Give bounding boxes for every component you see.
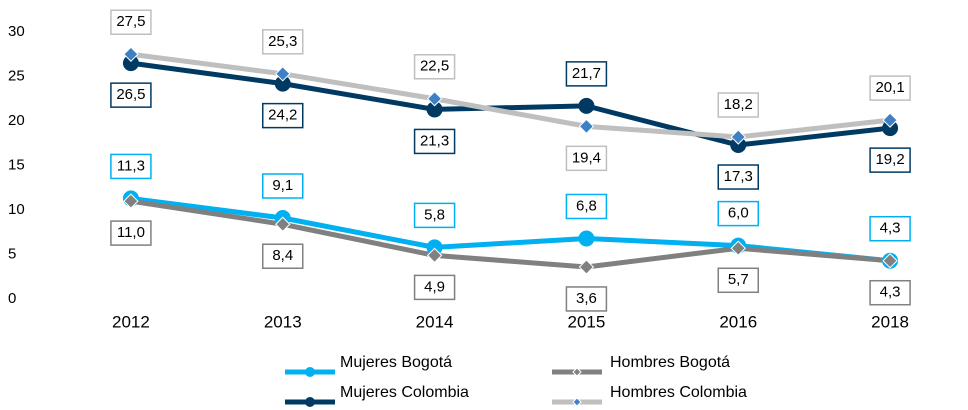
data-label: 17,3 bbox=[724, 168, 753, 185]
data-label: 4,3 bbox=[880, 284, 901, 301]
label-box bbox=[110, 82, 152, 108]
data-label: 8,4 bbox=[272, 247, 293, 264]
data-label: 3,6 bbox=[576, 290, 597, 307]
series bbox=[130, 198, 891, 270]
y-tick-label: 0 bbox=[8, 290, 16, 307]
label-box bbox=[717, 164, 759, 190]
marker bbox=[730, 240, 746, 256]
data-label: 5,8 bbox=[424, 206, 445, 223]
data-label: 19,4 bbox=[572, 149, 601, 166]
legend-label: Mujeres Colombia bbox=[340, 384, 469, 401]
marker bbox=[122, 55, 139, 72]
label-box bbox=[262, 102, 304, 129]
y-tick-label: 5 bbox=[8, 245, 16, 262]
series bbox=[130, 51, 891, 140]
marker bbox=[426, 101, 443, 118]
label-box bbox=[717, 92, 759, 118]
line bbox=[130, 60, 891, 148]
y-tick-label: 25 bbox=[8, 67, 25, 84]
data-label: 21,7 bbox=[572, 65, 601, 82]
data-label: 6,8 bbox=[576, 197, 597, 214]
data-label: 11,3 bbox=[117, 157, 145, 174]
marker bbox=[426, 247, 443, 264]
data-label: 5,7 bbox=[728, 271, 749, 288]
marker bbox=[274, 75, 291, 92]
legend-label: Hombres Colombia bbox=[610, 384, 747, 401]
data-label: 26,5 bbox=[116, 86, 145, 103]
marker bbox=[578, 259, 595, 275]
data-label: 21,3 bbox=[420, 132, 449, 149]
label-box bbox=[565, 286, 608, 312]
label-box bbox=[413, 54, 456, 80]
x-tick-label: 2012 bbox=[112, 312, 150, 331]
data-label: 9,1 bbox=[272, 177, 293, 194]
legend-marker bbox=[305, 397, 315, 407]
legend-marker bbox=[305, 367, 315, 377]
marker bbox=[882, 120, 899, 137]
marker bbox=[123, 193, 139, 209]
x-tick-label: 2013 bbox=[264, 312, 302, 331]
legend-marker bbox=[572, 367, 582, 377]
label-box bbox=[565, 193, 608, 220]
label-box bbox=[262, 29, 304, 55]
data-label: 25,3 bbox=[268, 33, 297, 50]
marker bbox=[882, 112, 898, 128]
data-label: 22,5 bbox=[420, 58, 449, 75]
data-label: 4,9 bbox=[424, 278, 445, 295]
data-label: 18,2 bbox=[724, 96, 753, 113]
legend-label: Hombres Bogotá bbox=[610, 354, 730, 371]
marker bbox=[275, 216, 291, 232]
marker bbox=[275, 66, 291, 82]
data-label: 20,1 bbox=[875, 79, 904, 96]
label-box bbox=[110, 9, 152, 35]
label-box bbox=[869, 215, 911, 242]
marker bbox=[882, 253, 898, 269]
x-tick-label: 2018 bbox=[871, 312, 909, 331]
y-tick-label: 30 bbox=[8, 23, 25, 40]
data-label: 4,3 bbox=[880, 220, 901, 237]
x-tick-label: 2014 bbox=[416, 312, 454, 331]
label-box bbox=[565, 145, 608, 172]
y-tick-label: 15 bbox=[8, 156, 25, 173]
line bbox=[130, 198, 891, 270]
x-tick-label: 2016 bbox=[719, 312, 757, 331]
marker bbox=[578, 230, 595, 247]
series bbox=[130, 60, 891, 148]
label-box bbox=[565, 61, 608, 87]
label-box bbox=[110, 153, 152, 180]
label-box bbox=[869, 75, 911, 101]
marker bbox=[578, 118, 595, 135]
data-label: 24,2 bbox=[268, 107, 297, 124]
line bbox=[130, 51, 891, 140]
label-box bbox=[717, 200, 759, 227]
marker bbox=[578, 97, 595, 114]
marker bbox=[730, 137, 747, 154]
label-box bbox=[869, 279, 911, 306]
label-box bbox=[717, 267, 759, 294]
marker bbox=[426, 239, 443, 256]
label-box bbox=[262, 243, 304, 269]
data-label: 19,2 bbox=[875, 151, 904, 168]
marker bbox=[123, 46, 139, 62]
data-label: 27,5 bbox=[116, 13, 145, 30]
marker bbox=[730, 129, 746, 145]
legend-label: Mujeres Bogotá bbox=[340, 354, 452, 371]
label-box bbox=[413, 274, 456, 301]
y-tick-label: 10 bbox=[8, 201, 25, 218]
data-label: 6,0 bbox=[728, 205, 749, 222]
label-box bbox=[262, 173, 304, 199]
y-tick-label: 20 bbox=[8, 112, 25, 129]
label-box bbox=[869, 147, 911, 173]
data-label: 11,0 bbox=[117, 224, 145, 241]
marker bbox=[426, 91, 443, 107]
label-box bbox=[110, 220, 152, 246]
label-box bbox=[413, 128, 456, 155]
legend-marker bbox=[572, 397, 582, 407]
label-box bbox=[413, 202, 456, 229]
x-tick-label: 2015 bbox=[568, 312, 606, 331]
